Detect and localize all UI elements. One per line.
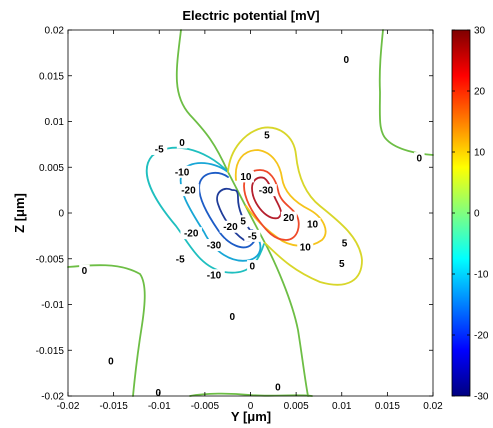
contour-label-bg bbox=[171, 165, 193, 178]
y-tick-label: -0.02 bbox=[41, 392, 64, 403]
x-tick-label: 0 bbox=[248, 401, 254, 412]
contour-label: 0 bbox=[82, 266, 88, 277]
y-tick-label: -0.01 bbox=[41, 300, 64, 311]
contour-label: 5 bbox=[264, 131, 270, 142]
x-tick-label: 0.02 bbox=[423, 401, 443, 412]
contour-label: 10 bbox=[307, 219, 319, 230]
contour-label-bg bbox=[105, 355, 117, 368]
chart-title: Electric potential [mV] bbox=[182, 8, 319, 23]
contour-label: 0 bbox=[250, 262, 256, 273]
contour-line bbox=[179, 162, 262, 262]
contour-label: -5 bbox=[248, 231, 257, 242]
y-tick-label: 0 bbox=[58, 209, 64, 220]
contour-label-bg bbox=[304, 217, 321, 230]
x-tick-label: -0.005 bbox=[191, 401, 220, 412]
y-tick-label: 0.005 bbox=[39, 163, 64, 174]
colorbar-tick-label: 30 bbox=[474, 26, 486, 37]
contour-label-bg bbox=[237, 215, 249, 228]
colorbar-tick-label: -20 bbox=[474, 331, 489, 342]
contour-line bbox=[227, 126, 363, 286]
contour-label: 5 bbox=[342, 239, 348, 250]
contour-label: -20 bbox=[184, 229, 199, 240]
contour-label: 0 bbox=[156, 388, 162, 399]
colorbar-tick-label: 0 bbox=[474, 209, 480, 220]
contour-label: 0 bbox=[108, 357, 114, 368]
contour-label-bg bbox=[151, 142, 168, 155]
x-tick-label: 0.005 bbox=[284, 401, 309, 412]
contour-label-bg bbox=[247, 260, 258, 273]
y-tick-label: -0.015 bbox=[36, 346, 65, 357]
x-axis-ticks: -0.02 -0.015 -0.01 -0.005 0 0.005 0.01 0.015 0.0… bbox=[57, 30, 443, 412]
contour-label: -20 bbox=[181, 186, 196, 197]
y-tick-label: 0.015 bbox=[39, 71, 64, 82]
contour-label: -5 bbox=[155, 144, 164, 155]
contour-label: -10 bbox=[175, 167, 190, 178]
contour-label-bg bbox=[255, 184, 277, 197]
contour-line bbox=[145, 146, 265, 274]
contour-label: 5 bbox=[240, 217, 246, 228]
y-axis-label: Z [μm] bbox=[12, 193, 27, 233]
x-axis-label: Y [μm] bbox=[231, 409, 271, 424]
colorbar-tick-label: 20 bbox=[474, 87, 486, 98]
contour-line bbox=[67, 264, 146, 397]
x-tick-label: -0.015 bbox=[99, 401, 128, 412]
contour-label: 0 bbox=[179, 138, 185, 149]
x-tick-label: -0.01 bbox=[148, 401, 171, 412]
colorbar-tick-label: -10 bbox=[474, 270, 489, 281]
x-tick-label: -0.02 bbox=[57, 401, 80, 412]
contour-label: -5 bbox=[176, 254, 185, 265]
contour-label-bg bbox=[153, 386, 164, 399]
colorbar-tick-label: 10 bbox=[474, 148, 486, 159]
contour-label: -30 bbox=[207, 241, 222, 252]
contour-label-bg bbox=[203, 269, 225, 282]
colorbar-ticks: 30 20 10 0 -10 -20 -30 bbox=[452, 26, 489, 403]
contour-label: 5 bbox=[339, 259, 345, 270]
contour-line bbox=[189, 392, 313, 397]
contour-label-bg bbox=[272, 380, 284, 393]
contour-label-bg bbox=[341, 53, 352, 66]
contour-label: 10 bbox=[240, 172, 252, 183]
contour-line bbox=[378, 29, 434, 156]
y-tick-label: 0.01 bbox=[45, 117, 65, 128]
x-tick-label: 0.015 bbox=[375, 401, 400, 412]
y-axis-ticks: 0.02 0.015 0.01 0.005 0 -0.005 -0.01 -0.015 -0.0… bbox=[36, 26, 433, 403]
contour-label-bg bbox=[339, 237, 350, 250]
contour-label-bg bbox=[203, 239, 225, 252]
y-tick-label: 0.02 bbox=[45, 26, 65, 37]
contour-label: 0 bbox=[275, 382, 281, 393]
contour-label-bg bbox=[79, 264, 90, 277]
y-tick-label: -0.005 bbox=[36, 254, 65, 265]
contour-label: 0 bbox=[229, 312, 235, 323]
contour-label: 20 bbox=[283, 213, 295, 224]
colorbar-tick-label: -30 bbox=[474, 392, 489, 403]
contour-label-bg bbox=[336, 257, 347, 270]
contour-label-bg bbox=[176, 136, 188, 149]
x-tick-label: 0.01 bbox=[332, 401, 352, 412]
contour-line bbox=[251, 176, 282, 220]
contour-label-bg bbox=[180, 227, 202, 240]
contour-label-bg bbox=[297, 240, 314, 253]
contour-label-bg bbox=[280, 211, 297, 224]
contour-label: 10 bbox=[300, 242, 312, 253]
contour-label-bg bbox=[219, 220, 242, 233]
contour-label: -10 bbox=[207, 271, 222, 282]
contour-label-bg bbox=[414, 152, 425, 165]
contour-label: -20 bbox=[223, 222, 238, 233]
contour-label-bg bbox=[227, 310, 238, 323]
contour-label-bg bbox=[261, 129, 273, 142]
contour-label: 0 bbox=[344, 55, 350, 66]
contour-label-bg bbox=[237, 170, 254, 183]
contour-label-bg bbox=[244, 229, 261, 242]
contour-label: 0 bbox=[417, 154, 423, 165]
contour-label-bg bbox=[172, 252, 189, 265]
contour-label-bg bbox=[177, 184, 200, 197]
contour-label: -30 bbox=[259, 186, 274, 197]
